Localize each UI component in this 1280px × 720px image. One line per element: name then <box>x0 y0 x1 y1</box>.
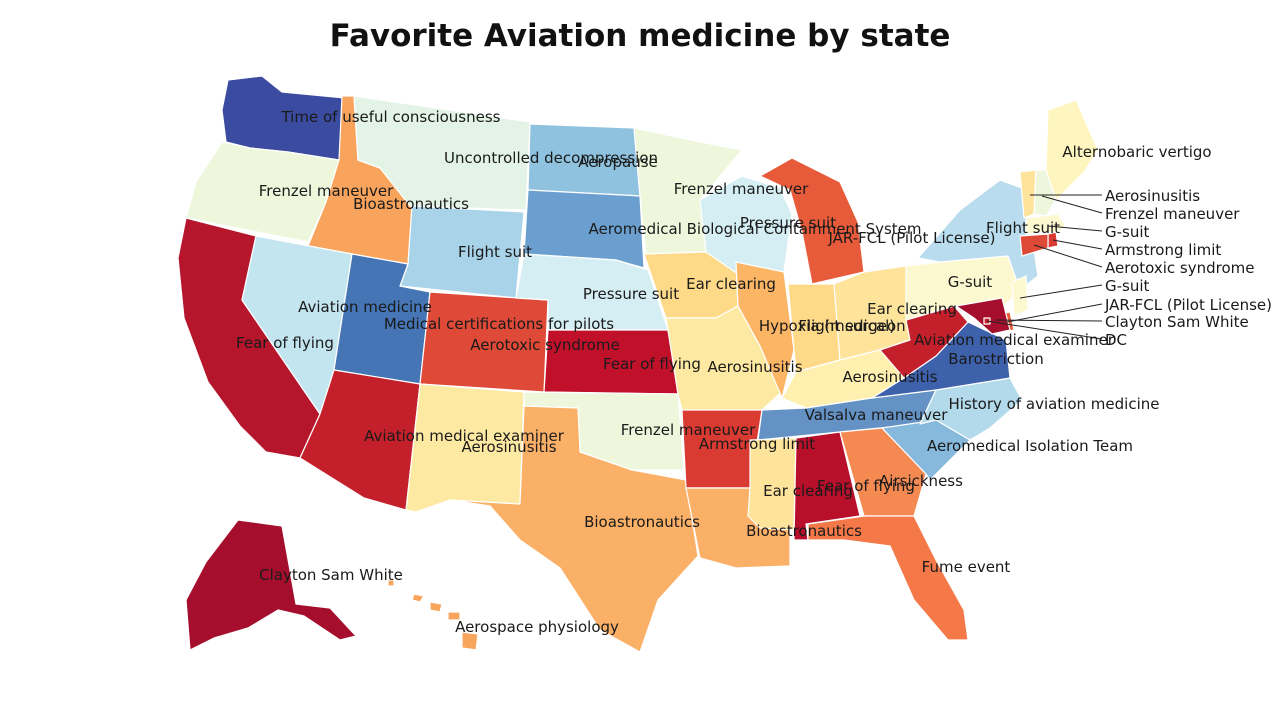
state-label-AK: Clayton Sam White <box>259 566 403 584</box>
callout-leader-lines <box>986 194 1103 340</box>
state-label-AZ: Aviation medical examiner <box>364 427 565 445</box>
state-HI[interactable] <box>387 579 479 651</box>
callout-label-DC: DC <box>1105 331 1127 349</box>
state-label-UT: Medical certifications for pilots <box>384 315 614 333</box>
state-label-TX: Bioastronautics <box>584 513 700 531</box>
state-GA[interactable] <box>839 427 927 517</box>
state-label-MI: JAR-FCL (Pilot License) <box>827 229 995 247</box>
state-label-NM: Aerosinusitis <box>461 438 556 456</box>
callout-label-RI: Armstrong limit <box>1105 241 1221 259</box>
callout-label-CT: Aerotoxic syndrome <box>1105 259 1254 277</box>
state-label-HI: Aerospace physiology <box>455 618 619 636</box>
state-label-VA: Barostriction <box>948 350 1044 368</box>
state-label-WA: Time of useful consciousness <box>280 108 500 126</box>
state-NY[interactable] <box>917 179 1039 291</box>
state-FL[interactable] <box>807 515 969 641</box>
state-WI[interactable] <box>699 175 793 275</box>
state-label-IA: Ear clearing <box>686 275 776 293</box>
state-label-MO: Aerosinusitis <box>707 358 802 376</box>
state-label-MN: Frenzel maneuver <box>674 180 809 198</box>
state-MA[interactable] <box>1025 213 1067 235</box>
state-label-SD: Aeromedical Biological Containment Syste… <box>588 220 921 238</box>
callout-label-NJ: G-suit <box>1105 277 1150 295</box>
state-label-AL: Fear of flying <box>817 477 915 495</box>
callout-label-VT: Aerosinusitis <box>1105 187 1200 205</box>
state-label-ME: Alternobaric vertigo <box>1062 143 1211 161</box>
state-WY[interactable] <box>399 205 525 299</box>
state-label-CO: Aerotoxic syndrome <box>470 336 619 354</box>
state-label-WY: Flight suit <box>458 243 532 261</box>
state-label-IN: Flight surgeon <box>798 317 905 335</box>
state-label-FL: Fume event <box>922 558 1011 576</box>
state-MO[interactable] <box>665 305 787 411</box>
state-label-MT: Uncontrolled decompression <box>444 149 658 167</box>
state-label-KS: Fear of flying <box>603 355 701 373</box>
state-label-GA: Airsickness <box>879 472 963 490</box>
state-label-LA: Bioastronautics <box>746 522 862 540</box>
state-label-NE: Pressure suit <box>583 285 679 303</box>
state-label-OK: Frenzel maneuver <box>621 421 756 439</box>
callout-label-NH: Frenzel maneuver <box>1105 205 1240 223</box>
state-label-OH: Ear clearing <box>867 300 957 318</box>
state-WV[interactable] <box>879 305 969 379</box>
state-AK[interactable] <box>185 519 357 651</box>
state-label-WI: Pressure suit <box>740 214 836 232</box>
state-label-IL: Hypoxia (medical) <box>759 317 895 335</box>
callout-label-MD: Clayton Sam White <box>1105 313 1249 331</box>
callout-label-DE: JAR-FCL (Pilot License) <box>1104 296 1272 314</box>
state-label-SC: Aeromedical Isolation Team <box>927 437 1133 455</box>
state-label-NY: Flight suit <box>986 219 1060 237</box>
state-label-TN: Valsalva maneuver <box>805 406 949 424</box>
state-label-WV: Aviation medical examiner <box>914 331 1115 349</box>
callout-label-MA: G-suit <box>1105 223 1150 241</box>
state-MD[interactable] <box>955 297 1011 335</box>
map-title: Favorite Aviation medicine by state <box>329 18 951 54</box>
state-label-AR: Armstrong limit <box>699 435 815 453</box>
state-label-CA: Fear of flying <box>236 334 334 352</box>
state-TX[interactable] <box>449 405 699 653</box>
state-NH[interactable] <box>1033 169 1057 217</box>
state-label-ID: Bioastronautics <box>353 195 469 213</box>
state-label-ND: Aeropause <box>578 153 658 171</box>
state-NJ[interactable] <box>1011 275 1029 317</box>
state-MT[interactable] <box>353 95 531 211</box>
state-label-NV: Aviation medicine <box>298 298 432 316</box>
state-label-PA: G-suit <box>948 273 993 291</box>
state-label-KY: Aerosinusitis <box>842 368 937 386</box>
state-label-NC: History of aviation medicine <box>949 395 1160 413</box>
state-label-OR: Frenzel maneuver <box>259 182 394 200</box>
state-label-MS: Ear clearing <box>763 482 853 500</box>
